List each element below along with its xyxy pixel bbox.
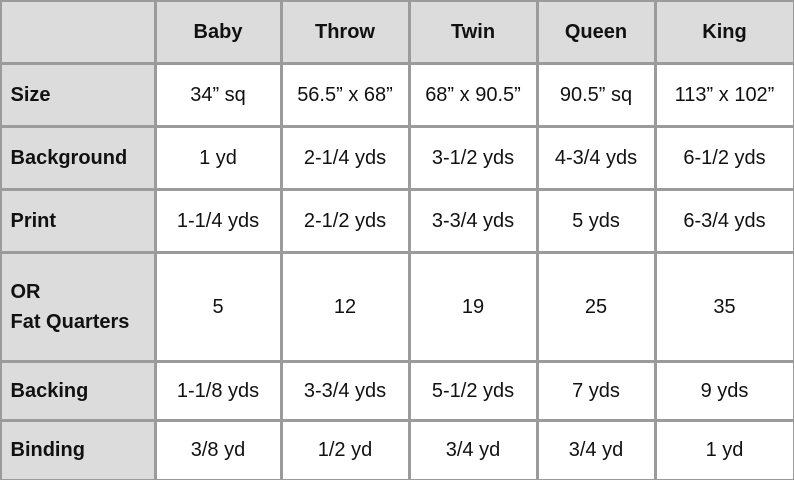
data-cell: 3/4 yd <box>410 421 536 479</box>
cell-text: 1 yd <box>199 146 237 169</box>
cell-text: 6-3/4 yds <box>683 209 766 232</box>
data-cell: 4-3/4 yds <box>538 127 654 188</box>
cell-text: 1-1/4 yds <box>176 209 260 232</box>
cell-text: 19 <box>461 295 485 318</box>
cell-text: 1-1/8 yds <box>176 379 260 402</box>
cell-text: 34” sq <box>190 83 246 106</box>
data-cell: 3-3/4 yds <box>410 190 536 251</box>
data-cell: 113” x 102” <box>656 64 793 125</box>
cell-text: 1/2 yd <box>317 439 373 461</box>
header-text: Baby <box>193 20 243 43</box>
data-cell: 1-1/8 yds <box>156 362 280 419</box>
cell-text: 35 <box>713 295 736 318</box>
data-cell: 68” x 90.5” <box>410 64 536 125</box>
header-cell: Throw <box>282 1 408 62</box>
data-cell: 6-3/4 yds <box>656 190 793 251</box>
row-label: Size <box>10 83 51 106</box>
cell-text: 5 <box>212 295 224 318</box>
cell-text: 3/4 yd <box>445 439 501 461</box>
row-label-cell: Background <box>1 127 154 188</box>
data-cell: 5-1/2 yds <box>410 362 536 419</box>
cell-text: 56.5” x 68” <box>297 83 393 106</box>
cell-text: 90.5” sq <box>559 83 633 106</box>
row-label: Binding <box>10 439 85 461</box>
cell-text: 25 <box>584 295 608 318</box>
data-cell: 1 yd <box>656 421 793 479</box>
data-cell: 90.5” sq <box>538 64 654 125</box>
row-label: Fat Quarters <box>10 310 130 333</box>
cell-text: 1 yd <box>705 439 744 461</box>
cell-text: 6-1/2 yds <box>683 146 766 169</box>
data-cell: 34” sq <box>156 64 280 125</box>
data-cell: 35 <box>656 253 793 360</box>
cell-text: 3-3/4 yds <box>303 379 387 402</box>
cell-text: 12 <box>333 295 357 318</box>
header-text: Twin <box>450 20 496 43</box>
cell-text: 3/4 yd <box>568 439 624 461</box>
cell-text: 2-1/4 yds <box>303 146 387 169</box>
corner-cell <box>1 1 154 62</box>
row-label: Backing <box>10 379 89 402</box>
cell-text: 5 yds <box>572 209 620 232</box>
data-cell: 1 yd <box>156 127 280 188</box>
cell-text: 113” x 102” <box>674 83 775 106</box>
data-cell: 7 yds <box>538 362 654 419</box>
data-cell: 9 yds <box>656 362 793 419</box>
data-cell: 3/4 yd <box>538 421 654 479</box>
cell-text: 7 yds <box>572 379 620 402</box>
header-cell: King <box>656 1 793 62</box>
cell-text: 3/8 yd <box>190 439 246 461</box>
data-cell: 3-3/4 yds <box>282 362 408 419</box>
row-label-cell: Print <box>1 190 154 251</box>
data-cell: 12 <box>282 253 408 360</box>
data-cell: 2-1/4 yds <box>282 127 408 188</box>
header-text: Throw <box>315 20 375 43</box>
header-text: King <box>702 20 747 43</box>
data-cell: 3/8 yd <box>156 421 280 479</box>
data-cell: 19 <box>410 253 536 360</box>
cell-text: 9 yds <box>700 379 749 402</box>
cell-text: 3-1/2 yds <box>431 146 515 169</box>
row-label-cell: Size <box>1 64 154 125</box>
row-label-cell: OR Fat Quarters <box>1 253 154 360</box>
data-cell: 2-1/2 yds <box>282 190 408 251</box>
cell-text: 3-3/4 yds <box>431 209 515 232</box>
data-cell: 6-1/2 yds <box>656 127 793 188</box>
cell-text: 5-1/2 yds <box>431 379 515 402</box>
cell-text: 2-1/2 yds <box>303 209 387 232</box>
row-label: Background <box>10 146 128 169</box>
row-label-cell: Backing <box>1 362 154 419</box>
header-cell: Queen <box>538 1 654 62</box>
cell-text: 4-3/4 yds <box>554 146 638 169</box>
data-cell: 1/2 yd <box>282 421 408 479</box>
header-text: Queen <box>564 20 628 43</box>
data-cell: 1-1/4 yds <box>156 190 280 251</box>
header-cell: Baby <box>156 1 280 62</box>
data-cell: 25 <box>538 253 654 360</box>
cell-text: 68” x 90.5” <box>425 83 521 106</box>
data-cell: 5 <box>156 253 280 360</box>
row-label-cell: Binding <box>1 421 154 479</box>
row-label: Print <box>10 209 57 232</box>
data-cell: 56.5” x 68” <box>282 64 408 125</box>
row-label: OR <box>10 280 41 303</box>
data-cell: 3-1/2 yds <box>410 127 536 188</box>
header-cell: Twin <box>410 1 536 62</box>
data-cell: 5 yds <box>538 190 654 251</box>
